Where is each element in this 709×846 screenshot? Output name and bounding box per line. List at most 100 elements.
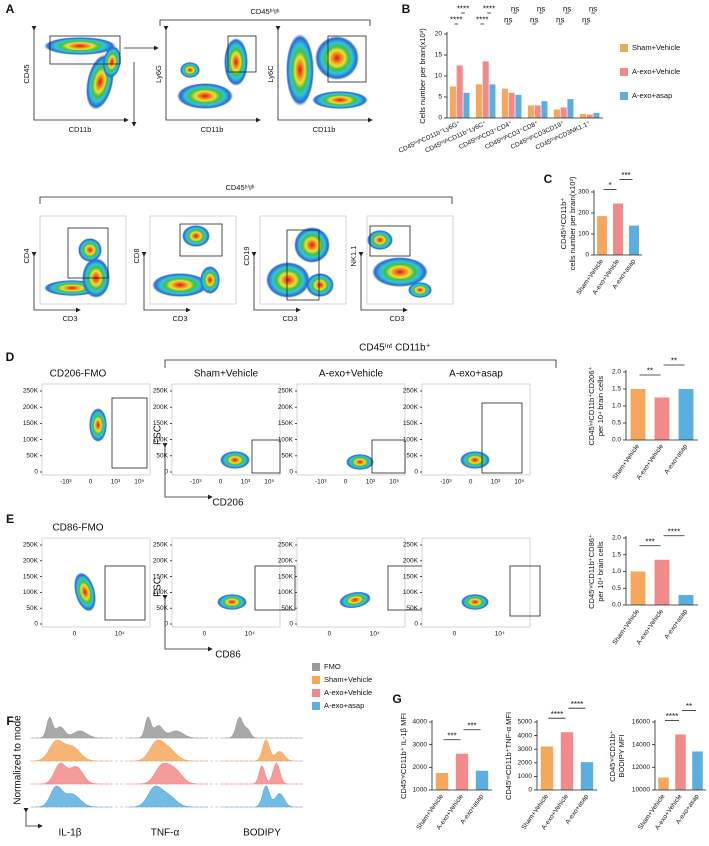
y-tick-label: 50K [156,605,168,612]
y-tick-label: 50K [406,605,418,612]
y-axis-label: CD19 [242,246,251,265]
significance-label: **** [450,16,462,25]
axis-arrow [141,252,191,313]
bar [489,84,496,118]
histogram [222,739,302,762]
y-tick-label: 2000 [518,760,533,767]
y-axis-label: Normalized to mode [13,715,24,805]
bar [579,113,586,118]
legend-label: A-exo+Vehicle [632,67,680,76]
density-cloud [44,37,116,55]
panel-label: E [6,512,14,526]
x-tick-label: -10³ [190,479,202,486]
x-tick-label: 10³ [111,479,121,486]
significance-label: **** [457,5,469,14]
density-cloud [217,594,247,610]
y-tick-label: 1.0 [612,403,621,410]
y-tick-label: 2.0 [612,535,621,542]
gate [104,565,146,621]
x-tick-label: A-exo+asap [663,443,689,476]
y-tick-label: 15 [435,52,443,59]
x-tick-label: 10⁴ [370,631,380,638]
gate [111,397,148,469]
y-tick-label: 100K [153,589,169,596]
y-tick-label: 3000 [518,746,533,753]
axis-arrow [31,252,81,313]
histogram [32,716,112,739]
significance-label: **** [551,710,563,719]
bar [580,762,594,790]
y-tick-label: 10000 [632,787,650,794]
y-tick-label: 250K [403,542,419,549]
significance-label: ns [556,16,564,25]
gate-header: CD45ʰⁱᵍʰ [250,7,279,16]
y-tick-label: 0.5 [612,420,621,427]
density-cloud [408,282,432,298]
y-axis-label: per 10⁴ brain cells [596,541,605,602]
y-tick-label: 300 [578,189,589,196]
histogram [128,785,208,808]
density-cloud [78,238,102,262]
bar [541,101,548,118]
y-tick-label: 200K [23,404,39,411]
bar [658,777,669,790]
y-tick-label: 150K [23,420,39,427]
x-tick-label: 0 [89,479,93,486]
legend-label: FMO [324,662,341,671]
x-axis-label: IL-1β [59,828,82,839]
y-axis-label: FSC [153,425,164,445]
bar [630,389,646,440]
density-cloud [460,451,490,469]
significance-label: *** [447,731,456,740]
y-tick-label: 200 [578,210,589,217]
bar [586,114,593,118]
y-tick-label: 3000 [413,741,428,748]
x-axis-label: CD11b [69,125,92,134]
axis-arrow [275,26,373,123]
y-axis-label: FSC [153,577,164,597]
x-tick-label: 0 [73,631,77,638]
y-tick-label: 14000 [632,741,650,748]
y-tick-label: 200K [278,558,294,565]
y-tick-label: 250K [153,388,169,395]
y-axis-label: Ly6G [154,65,163,83]
plot-frame [171,537,281,628]
significance-label: **** [666,712,678,721]
x-axis-label: CD3 [62,314,77,323]
bar [597,216,607,255]
y-tick-label: 0 [414,469,418,476]
significance-label: ns [504,16,512,25]
bar [508,92,515,118]
panel-label: F [6,714,13,728]
group-label: Sham+Vehicle [194,369,259,380]
axis-arrow [162,443,213,500]
y-tick-label: 50K [406,453,418,460]
gate [509,565,541,617]
y-axis-label: CD45ⁱⁿᵗCD11b⁺ IL-1β MFI [399,713,408,799]
y-axis-label: Cells number per brain(x10³) [418,28,427,124]
x-tick-label: 10⁵ [264,479,274,486]
bar [501,88,508,118]
significance-label: ns [563,5,571,14]
bar [675,734,686,790]
significance-label: *** [621,171,630,180]
bar [449,86,456,118]
bracket [164,359,557,368]
bar [654,397,670,440]
gate [371,439,406,474]
y-tick-label: 50K [26,605,38,612]
x-tick-label: -10³ [60,479,72,486]
density-cloud [180,62,200,78]
legend-swatch [620,44,628,52]
y-tick-label: 200K [153,404,169,411]
legend-label: A-exo+Vehicle [324,688,372,697]
histogram [32,762,112,785]
plot-frame [421,537,531,628]
bar [540,746,554,790]
density-cloud [182,225,210,247]
legend-label: A-exo+asap [632,91,672,100]
x-tick-label: 10⁵ [389,479,399,486]
y-tick-label: 5 [438,94,442,101]
